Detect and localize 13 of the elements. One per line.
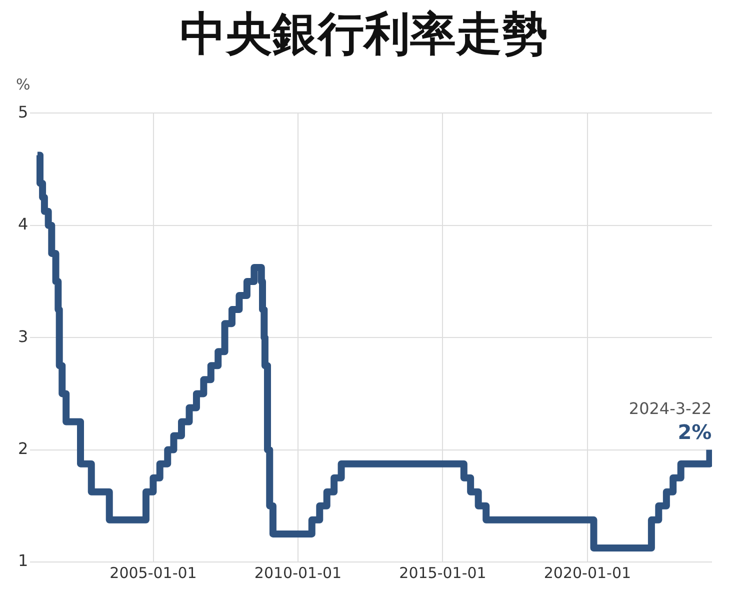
x-tick-label: 2005-01-01 (110, 564, 197, 582)
x-tick-label: 2020-01-01 (544, 564, 632, 582)
chart-title: 中央銀行利率走勢 (180, 6, 548, 61)
y-axis-title: % (16, 76, 30, 94)
annotation: 2% (678, 420, 712, 444)
x-tick-label: 2010-01-01 (254, 564, 342, 582)
y-tick-label: 1 (18, 551, 28, 570)
y-tick-label: 5 (18, 102, 28, 122)
y-tick-label: 2 (18, 438, 28, 458)
x-tick-label: 2015-01-01 (399, 564, 486, 582)
y-tick-label: 3 (18, 326, 28, 346)
annotation: 2024-3-22 (628, 398, 712, 418)
y-tick-label: 4 (18, 214, 28, 234)
